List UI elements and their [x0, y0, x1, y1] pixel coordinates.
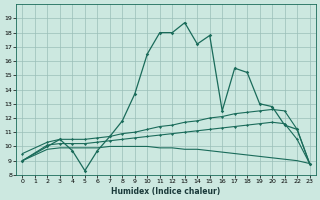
X-axis label: Humidex (Indice chaleur): Humidex (Indice chaleur)	[111, 187, 221, 196]
